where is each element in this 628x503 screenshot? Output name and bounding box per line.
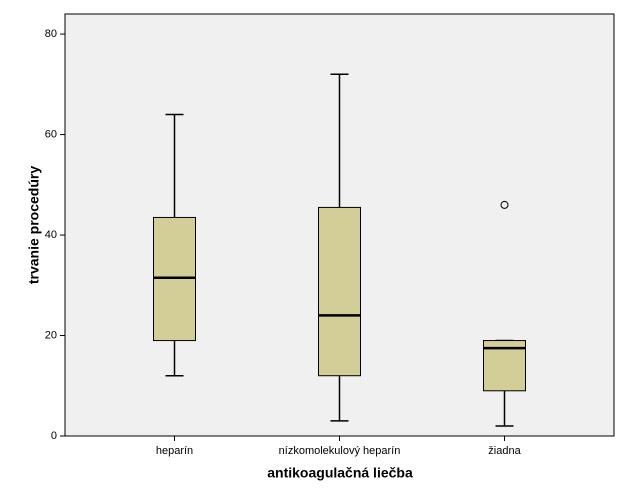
x-axis-title: antikoagulačná liečba (267, 465, 413, 481)
y-tick-label: 0 (51, 430, 57, 442)
x-tick-label: žiadna (488, 445, 521, 457)
box (153, 216, 196, 342)
y-tick-label: 20 (45, 329, 57, 341)
x-tick-label: heparín (156, 445, 193, 457)
y-tick-label: 60 (45, 128, 57, 140)
outlier (500, 200, 509, 209)
y-axis-title: trvanie procedúry (26, 166, 42, 284)
y-tick-label: 80 (45, 28, 57, 40)
box (318, 206, 361, 377)
x-tick-label: nízkomolekulový heparín (279, 445, 401, 457)
y-tick-label: 40 (45, 229, 57, 241)
